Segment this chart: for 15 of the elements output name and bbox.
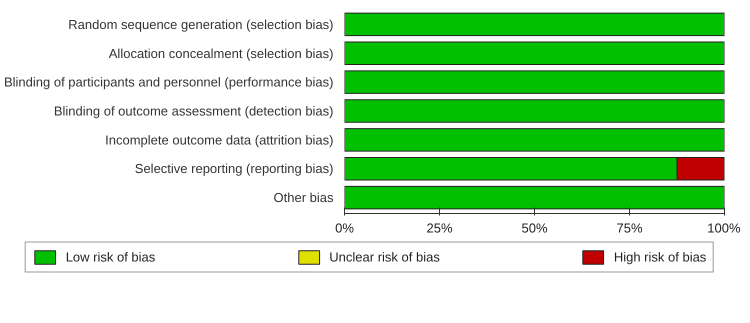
x-tick-label: 25% bbox=[426, 220, 453, 236]
y-tick-label: Incomplete outcome data (attrition bias) bbox=[105, 132, 334, 148]
x-tick-label: 75% bbox=[616, 220, 643, 236]
y-tick-label: Allocation concealment (selection bias) bbox=[108, 46, 334, 61]
legend-label: Unclear risk of bias bbox=[329, 250, 440, 264]
x-tick-label: 50% bbox=[521, 220, 548, 236]
legend-label: High risk of bias bbox=[614, 250, 706, 264]
y-tick-label: Blinding of outcome assessment (detection bias) bbox=[54, 104, 334, 118]
x-tick-label: 100% bbox=[707, 220, 741, 236]
y-tick-label: Blinding of participants and personnel (performance bias) bbox=[4, 74, 334, 90]
y-tick-label: Other bias bbox=[274, 190, 334, 206]
x-tick-label: 0% bbox=[335, 220, 354, 236]
y-tick-label: Random sequence generation (selection bias) bbox=[68, 16, 334, 32]
legend-label: Low risk of bias bbox=[66, 250, 156, 264]
y-tick-label: Selective reporting (reporting bias) bbox=[134, 161, 334, 176]
